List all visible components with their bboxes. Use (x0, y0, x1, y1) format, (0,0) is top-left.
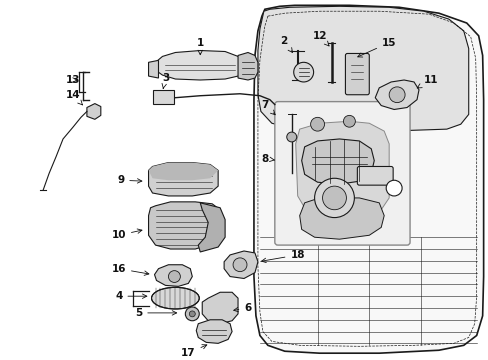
Polygon shape (148, 163, 218, 180)
Circle shape (386, 180, 401, 196)
Circle shape (314, 178, 354, 217)
Polygon shape (224, 251, 257, 279)
Polygon shape (196, 320, 232, 343)
FancyBboxPatch shape (357, 166, 392, 185)
Circle shape (388, 87, 404, 103)
Polygon shape (148, 60, 158, 78)
Text: 10: 10 (111, 229, 142, 240)
Text: 5: 5 (135, 308, 176, 318)
Text: 13: 13 (65, 75, 80, 85)
Circle shape (310, 117, 324, 131)
Polygon shape (148, 202, 220, 249)
Text: 6: 6 (233, 303, 251, 313)
Polygon shape (238, 53, 257, 80)
Text: 12: 12 (312, 31, 328, 46)
Text: 4: 4 (115, 291, 146, 301)
Circle shape (185, 307, 199, 321)
Polygon shape (155, 50, 244, 80)
Polygon shape (87, 104, 101, 119)
Circle shape (322, 186, 346, 210)
FancyBboxPatch shape (345, 54, 368, 95)
Text: 16: 16 (111, 264, 148, 275)
Text: 9: 9 (117, 175, 142, 185)
Polygon shape (257, 6, 468, 131)
Circle shape (343, 115, 355, 127)
Polygon shape (148, 163, 218, 196)
Text: 2: 2 (280, 36, 292, 53)
Polygon shape (295, 121, 388, 217)
FancyBboxPatch shape (152, 90, 174, 104)
Polygon shape (374, 80, 418, 109)
Text: 1: 1 (196, 38, 203, 55)
Text: 17: 17 (181, 345, 206, 358)
Polygon shape (299, 198, 384, 239)
Polygon shape (154, 265, 192, 286)
Circle shape (293, 62, 313, 82)
Text: 3: 3 (162, 73, 169, 89)
Text: 15: 15 (357, 38, 396, 57)
Text: 7: 7 (261, 100, 275, 115)
Polygon shape (198, 203, 224, 252)
Polygon shape (301, 139, 373, 184)
Circle shape (233, 258, 246, 272)
Circle shape (189, 311, 195, 317)
Ellipse shape (151, 287, 199, 309)
Text: 8: 8 (261, 154, 274, 163)
Polygon shape (253, 5, 483, 353)
Circle shape (286, 132, 296, 142)
Polygon shape (202, 292, 238, 324)
FancyBboxPatch shape (274, 102, 409, 245)
Text: 11: 11 (416, 75, 437, 88)
Text: 18: 18 (261, 250, 305, 262)
Circle shape (168, 271, 180, 283)
Text: 14: 14 (65, 90, 82, 105)
